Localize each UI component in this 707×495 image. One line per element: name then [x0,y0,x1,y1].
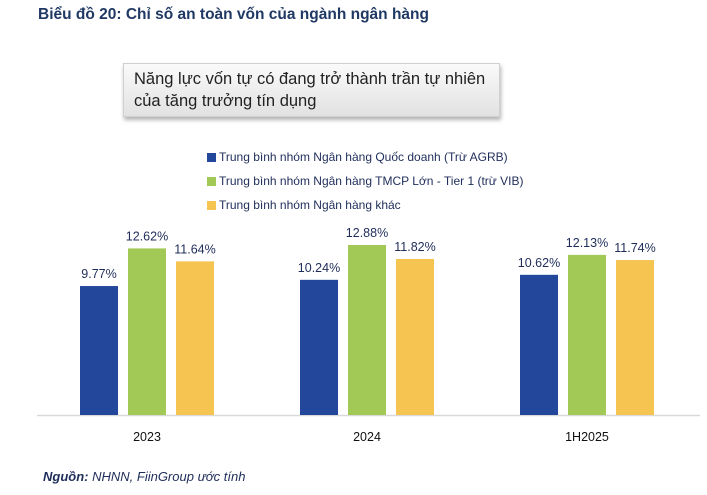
legend-item: Trung bình nhóm Ngân hàng khác [207,193,523,217]
chart-title: Biểu đồ 20: Chỉ số an toàn vốn của ngành… [38,6,429,23]
data-label: 11.82% [394,240,435,254]
legend-swatch [207,152,216,162]
data-label: 10.62% [518,256,560,270]
data-label: 11.74% [614,241,655,255]
callout-line-1: Năng lực vốn tự có đang trở thành trần t… [134,70,486,88]
bar [396,258,434,415]
legend-swatch [207,200,216,210]
callout-line-2: của tăng trưởng tín dụng [134,92,317,110]
legend: Trung bình nhóm Ngân hàng Quốc doanh (Tr… [207,145,523,217]
bar [348,244,386,415]
bar [128,248,166,415]
x-tick-label: 2024 [353,430,381,444]
bar [80,286,118,415]
x-tick-label: 2023 [133,430,161,444]
x-tick-label: 1H2025 [565,430,609,444]
legend-label: Trung bình nhóm Ngân hàng TMCP Lớn - Tie… [219,174,524,188]
bar [616,260,654,415]
bar [300,279,338,415]
legend-item: Trung bình nhóm Ngân hàng Quốc doanh (Tr… [207,145,523,169]
bar [176,261,214,415]
data-label: 12.88% [346,226,388,240]
source-note: Nguồn: NHNN, FiinGroup ước tính [43,469,245,484]
bar [568,254,606,415]
data-label: 9.77% [81,267,116,281]
data-label: 10.24% [298,261,340,275]
legend-item: Trung bình nhóm Ngân hàng TMCP Lớn - Tie… [207,169,523,193]
source-text: NHNN, FiinGroup ước tính [88,469,246,484]
legend-label: Trung bình nhóm Ngân hàng Quốc doanh (Tr… [219,150,508,164]
callout-box: Năng lực vốn tự có đang trở thành trần t… [123,63,500,117]
legend-swatch [207,176,216,186]
data-label: 12.13% [566,236,608,250]
data-label: 12.62% [126,229,168,243]
legend-label: Trung bình nhóm Ngân hàng khác [219,198,401,212]
bar [520,274,558,415]
data-label: 11.64% [174,242,215,256]
source-label: Nguồn: [43,469,89,484]
